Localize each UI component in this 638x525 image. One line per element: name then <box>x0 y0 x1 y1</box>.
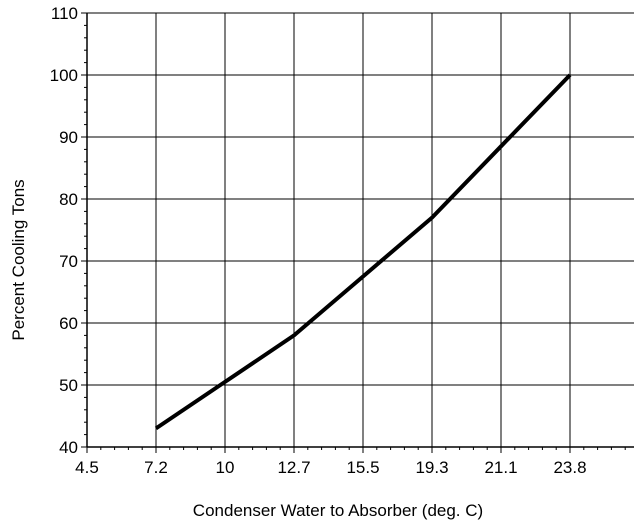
x-tick-label: 10 <box>216 458 235 477</box>
x-axis-title: Condenser Water to Absorber (deg. C) <box>193 501 483 520</box>
minor-ticks <box>81 12 626 453</box>
x-tick-label: 4.5 <box>75 458 99 477</box>
series-line <box>154 73 572 431</box>
y-tick-label: 100 <box>50 66 78 85</box>
axes <box>86 13 634 448</box>
x-tick-label: 21.1 <box>484 458 517 477</box>
series-layer <box>154 73 572 431</box>
x-tick-label: 19.3 <box>415 458 448 477</box>
y-tick-label: 70 <box>59 252 78 271</box>
y-tick-label: 40 <box>59 438 78 457</box>
y-axis-title: Percent Cooling Tons <box>9 179 28 340</box>
y-tick-label: 80 <box>59 190 78 209</box>
x-tick-label: 15.5 <box>346 458 379 477</box>
y-tick-label: 90 <box>59 128 78 147</box>
y-tick-label: 110 <box>51 4 78 23</box>
y-tick-label: 50 <box>59 376 78 395</box>
x-tick-label: 23.8 <box>553 458 586 477</box>
grid-lines <box>87 12 634 448</box>
x-tick-label: 7.2 <box>144 458 168 477</box>
x-tick-labels: 4.5 7.2 10 12.7 15.5 19.3 21.1 23.8 <box>75 458 586 477</box>
y-tick-label: 60 <box>59 314 78 333</box>
y-tick-labels: 40 50 60 70 80 90 100 110 <box>50 4 78 457</box>
x-tick-label: 12.7 <box>277 458 310 477</box>
